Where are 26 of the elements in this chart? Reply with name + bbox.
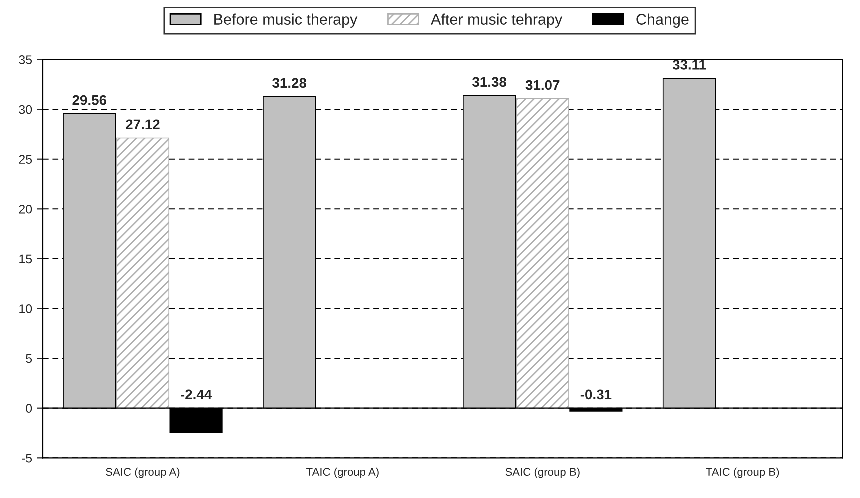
- y-tick-label: 35: [19, 56, 32, 64]
- data-label: -0.31: [580, 390, 612, 400]
- y-tick-label: 30: [19, 105, 32, 114]
- y-tick-label: 5: [26, 354, 32, 364]
- x-tick-label: SAIC (group B): [506, 468, 580, 478]
- data-label: 31.28: [272, 78, 307, 88]
- data-label: 27.12: [126, 120, 160, 130]
- x-tick-label: SAIC (group A): [106, 468, 180, 478]
- data-label: -2.44: [181, 390, 212, 400]
- data-label: 33.11: [672, 60, 706, 70]
- bar: [116, 138, 170, 409]
- y-tick-label: -5: [22, 454, 32, 463]
- y-tick-label: 25: [19, 155, 32, 164]
- y-tick-label: 10: [20, 304, 32, 314]
- data-label: 31.07: [526, 80, 560, 90]
- x-tick-label: TAIC (group A): [306, 468, 379, 478]
- y-tick-label: 15: [20, 254, 32, 264]
- x-tick-label: TAIC (group B): [706, 468, 780, 478]
- y-tick-label: 0: [26, 404, 32, 414]
- bar: [516, 98, 570, 409]
- y-tick-label: 20: [19, 204, 32, 214]
- legend-label: Before music therapy: [214, 14, 358, 28]
- legend-label: After music tehrapy: [431, 14, 563, 28]
- data-label: 31.38: [472, 77, 507, 88]
- data-label: 29.56: [72, 95, 107, 106]
- legend-label: Change: [636, 14, 689, 28]
